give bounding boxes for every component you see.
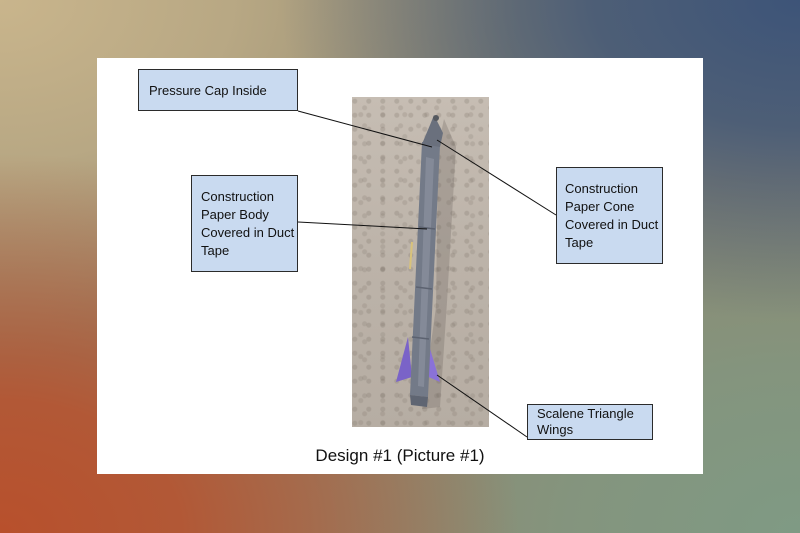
rocket-shadow (422, 119, 456, 409)
callout-cone-text: Construction Paper Cone Covered in Duct … (565, 181, 659, 250)
leader-line-body (297, 221, 428, 230)
rocket-photo (352, 97, 489, 427)
callout-wings: Scalene Triangle Wings (527, 404, 653, 440)
leader-line-pressure-cap (297, 110, 433, 148)
callout-cone: Construction Paper Cone Covered in Duct … (556, 167, 663, 264)
rocket-cone (422, 115, 443, 147)
callout-body: Construction Paper Body Covered in Duct … (191, 175, 298, 272)
body-highlight (418, 157, 434, 387)
leader-line-cone (436, 139, 557, 216)
tape-seam-3 (411, 336, 430, 340)
callout-pressure-cap: Pressure Cap Inside (138, 69, 298, 111)
slide: Pressure Cap Inside Construction Paper B… (97, 58, 703, 474)
callout-wings-text: Scalene Triangle Wings (537, 406, 634, 437)
paper-edge (409, 241, 413, 270)
rocket-illustration (396, 115, 456, 409)
tape-seam-1 (415, 286, 433, 290)
rocket-nozzle (410, 395, 428, 407)
callout-body-text: Construction Paper Body Covered in Duct … (201, 189, 295, 258)
left-wing (396, 337, 412, 382)
callout-pressure-cap-text: Pressure Cap Inside (149, 83, 267, 98)
tape-seam-2 (418, 226, 436, 230)
leader-line-wings (436, 374, 528, 438)
leader-lines (297, 110, 557, 438)
cone-tip (433, 115, 439, 121)
figure-caption: Design #1 (Picture #1) (315, 446, 485, 465)
